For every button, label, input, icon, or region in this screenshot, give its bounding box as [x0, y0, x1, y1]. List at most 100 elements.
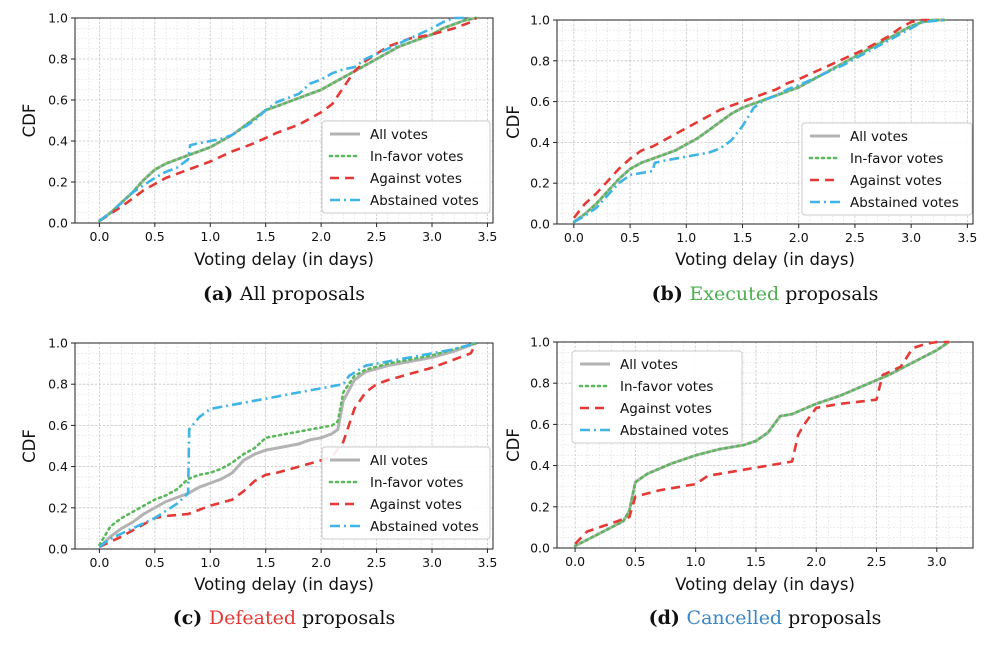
x-axis-label: Voting delay (in days)	[194, 250, 374, 269]
y-axis-label: CDF	[504, 428, 523, 462]
x-tick-label: 1.5	[733, 230, 753, 245]
panel-caption: (b) Executed proposals	[652, 283, 879, 305]
x-tick-label: 0.5	[620, 230, 640, 245]
x-tick-label: 2.5	[367, 229, 387, 244]
series-line-in-favor	[98, 341, 478, 547]
legend-label: All votes	[370, 453, 428, 469]
y-tick-label: 0.0	[530, 541, 550, 556]
caption-label: (c)	[173, 607, 209, 629]
caption-text: proposals	[779, 283, 878, 305]
series-line-in-favor	[98, 16, 478, 223]
legend: All votes In-favor votes Against votes Abst…	[571, 350, 743, 444]
plot-frame	[556, 19, 974, 225]
y-tick-label: 0.0	[48, 542, 68, 557]
y-tick-label: 0.8	[530, 376, 550, 391]
caption-highlight: Cancelled	[687, 607, 783, 629]
y-tick-label: 0.4	[48, 134, 68, 149]
caption-highlight: Executed	[689, 283, 779, 305]
x-tick-label: 1.0	[200, 229, 220, 244]
x-tick-label: 1.5	[746, 554, 766, 569]
legend-label: Against votes	[370, 171, 462, 187]
x-axis-label: Voting delay (in days)	[675, 575, 855, 594]
series-line-against	[574, 340, 949, 545]
x-tick-label: 3.5	[478, 229, 498, 244]
legend-label: All votes	[850, 129, 908, 145]
series-line-in-favor	[572, 18, 947, 224]
plot-frame	[74, 17, 494, 224]
plot-frame	[556, 341, 974, 549]
legend-label: All votes	[620, 357, 678, 373]
panel-caption: (a) All proposals	[203, 283, 365, 305]
legend-label: Against votes	[620, 401, 712, 417]
caption-text: proposals	[782, 607, 881, 629]
legend: All votes In-favor votes Against votes Abst…	[321, 120, 491, 214]
caption-text: proposals	[296, 607, 395, 629]
legend-label: Abstained votes	[370, 519, 479, 535]
y-tick-label: 0.8	[530, 53, 550, 68]
y-axis-label: CDF	[504, 105, 523, 139]
caption-label: (b)	[652, 283, 690, 305]
series-group	[98, 16, 478, 223]
caption-label: (a)	[203, 283, 240, 305]
x-tick-label: 1.0	[686, 554, 706, 569]
series-line-against	[98, 16, 478, 222]
y-axis-label: CDF	[20, 429, 39, 463]
y-tick-label: 1.0	[530, 335, 550, 350]
y-tick-label: 0.0	[530, 217, 550, 232]
x-tick-label: 1.5	[256, 229, 276, 244]
legend-label: In-favor votes	[850, 151, 943, 167]
series-line-against	[98, 342, 478, 549]
legend-label: In-favor votes	[370, 149, 463, 165]
y-tick-label: 1.0	[530, 13, 550, 28]
x-tick-label: 1.0	[676, 230, 696, 245]
y-tick-label: 0.6	[48, 418, 68, 433]
y-tick-label: 0.2	[48, 175, 68, 190]
legend-box	[321, 446, 491, 540]
y-tick-label: 1.0	[48, 336, 68, 351]
series-line-against	[572, 18, 934, 219]
x-tick-label: 3.0	[422, 229, 442, 244]
legend-label: Against votes	[850, 173, 942, 189]
legend: All votes In-favor votes Against votes Abst…	[321, 446, 491, 540]
x-tick-label: 2.0	[311, 229, 331, 244]
series-line-in-favor	[573, 340, 951, 548]
legend: All votes In-favor votes Against votes Abst…	[801, 122, 973, 216]
x-tick-label: 1.0	[200, 555, 220, 570]
legend-label: Against votes	[370, 497, 462, 513]
y-tick-label: 0.8	[48, 52, 68, 67]
legend-label: In-favor votes	[370, 475, 463, 491]
y-tick-label: 0.6	[48, 93, 68, 108]
y-tick-label: 0.2	[48, 500, 68, 515]
legend-box	[801, 122, 973, 216]
x-tick-label: 1.5	[256, 555, 276, 570]
chart-panel-a: 0.0 0.5 1.0 1.5 2.0 2.5 3.0 3.5 0.0 0.2 0.4 0.6 0.8 1…	[20, 11, 497, 306]
x-tick-label: 2.5	[367, 555, 387, 570]
legend-box	[321, 120, 491, 214]
legend-label: Abstained votes	[850, 195, 959, 211]
y-tick-label: 0.4	[530, 135, 550, 150]
x-tick-label: 0.0	[89, 555, 109, 570]
series-line-abstained	[98, 16, 466, 222]
x-tick-label: 3.5	[957, 230, 977, 245]
caption-text: All proposals	[239, 283, 365, 305]
x-tick-label: 2.5	[867, 554, 887, 569]
chart-panel-d: 0.0 0.5 1.0 1.5 2.0 2.5 3.0 0.0 0.2 0.4 0.6 0.8 1.0 V…	[504, 335, 974, 629]
x-tick-label: 0.5	[625, 554, 645, 569]
caption-label: (d)	[649, 607, 687, 629]
series-group	[98, 341, 478, 549]
y-tick-label: 0.4	[48, 459, 68, 474]
legend-label: Abstained votes	[620, 423, 729, 439]
y-tick-label: 0.8	[48, 377, 68, 392]
x-tick-label: 2.0	[806, 554, 826, 569]
y-tick-label: 0.2	[530, 499, 550, 514]
y-tick-label: 1.0	[48, 11, 68, 26]
x-tick-label: 2.0	[789, 230, 809, 245]
y-tick-label: 0.4	[530, 458, 550, 473]
x-tick-label: 3.0	[901, 230, 921, 245]
x-tick-label: 3.5	[478, 555, 498, 570]
series-line-all	[98, 341, 477, 548]
x-tick-label: 0.5	[145, 555, 165, 570]
x-axis-label: Voting delay (in days)	[194, 575, 374, 594]
legend-box	[571, 350, 743, 444]
